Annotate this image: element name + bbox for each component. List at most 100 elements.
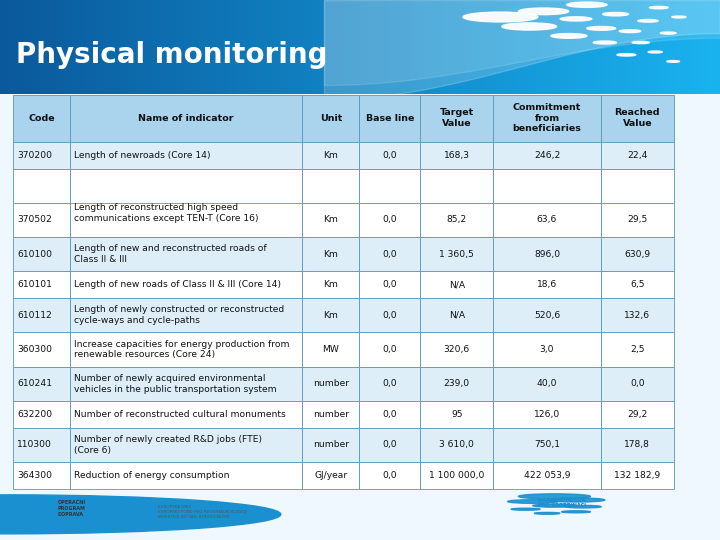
Text: Reduction of energy consumption: Reduction of energy consumption [74,471,230,480]
FancyBboxPatch shape [420,237,493,271]
FancyBboxPatch shape [302,428,359,462]
Circle shape [551,33,587,38]
Circle shape [672,16,686,18]
FancyBboxPatch shape [493,168,601,203]
Text: 95: 95 [451,410,462,418]
Text: 132,6: 132,6 [624,310,650,320]
FancyBboxPatch shape [493,203,601,237]
FancyBboxPatch shape [70,271,302,298]
Text: 85,2: 85,2 [446,215,467,225]
Text: Km: Km [323,215,338,225]
FancyBboxPatch shape [601,367,674,401]
Circle shape [518,494,590,499]
FancyBboxPatch shape [601,168,674,203]
Circle shape [463,12,538,22]
Text: Number of reconstructed cultural monuments: Number of reconstructed cultural monumen… [74,410,286,418]
FancyBboxPatch shape [359,428,420,462]
FancyBboxPatch shape [420,203,493,237]
Text: 360300: 360300 [17,345,52,354]
Text: 610112: 610112 [17,310,52,320]
Circle shape [587,26,616,30]
Text: Increase capacities for energy production from
renewable resources (Core 24): Increase capacities for energy productio… [74,340,289,359]
Text: 610241: 610241 [17,379,52,388]
FancyBboxPatch shape [70,203,302,237]
Circle shape [638,19,658,22]
FancyBboxPatch shape [601,271,674,298]
Text: EVROPSKÁ UNIE
EVROPSKÝ FOND PRO REGIONÁLNÍ ROZVOJ
INVESTICE DO VAŠÍ BUDOUCNOSTI: EVROPSKÁ UNIE EVROPSKÝ FOND PRO REGIONÁL… [158,505,247,519]
Circle shape [648,51,662,53]
Text: Km: Km [323,249,338,259]
FancyBboxPatch shape [601,428,674,462]
Circle shape [533,504,576,507]
Text: 0,0: 0,0 [382,310,397,320]
Circle shape [567,2,607,8]
FancyBboxPatch shape [13,428,70,462]
FancyBboxPatch shape [13,237,70,271]
FancyBboxPatch shape [13,401,70,428]
Circle shape [593,41,616,44]
Text: 63,6: 63,6 [537,215,557,225]
Text: 610100: 610100 [17,249,52,259]
FancyBboxPatch shape [359,298,420,333]
FancyBboxPatch shape [70,168,302,237]
FancyBboxPatch shape [359,168,420,203]
Text: 3,0: 3,0 [540,345,554,354]
FancyBboxPatch shape [302,203,359,237]
Text: 370200: 370200 [17,151,52,160]
Text: 0,0: 0,0 [382,151,397,160]
Circle shape [649,6,668,9]
Text: 632200: 632200 [17,410,53,418]
Text: 239,0: 239,0 [444,379,470,388]
FancyBboxPatch shape [13,142,70,168]
FancyBboxPatch shape [13,168,70,203]
Text: 422 053,9: 422 053,9 [524,471,570,480]
FancyBboxPatch shape [601,142,674,168]
Text: Length of new roads of Class II & III (Core 14): Length of new roads of Class II & III (C… [74,280,281,289]
FancyBboxPatch shape [13,271,70,298]
Text: 896,0: 896,0 [534,249,560,259]
Text: 370502: 370502 [17,215,52,225]
Text: Name of indicator: Name of indicator [138,113,234,123]
FancyBboxPatch shape [13,94,70,142]
FancyBboxPatch shape [70,298,302,333]
Circle shape [632,42,649,44]
Text: Km: Km [323,280,338,289]
Text: number: number [312,379,349,388]
FancyBboxPatch shape [359,271,420,298]
FancyBboxPatch shape [420,367,493,401]
Text: 320,6: 320,6 [444,345,470,354]
FancyBboxPatch shape [13,367,70,401]
FancyBboxPatch shape [601,333,674,367]
FancyBboxPatch shape [601,298,674,333]
FancyBboxPatch shape [420,142,493,168]
FancyBboxPatch shape [493,298,601,333]
FancyBboxPatch shape [493,462,601,489]
Text: Code: Code [28,113,55,123]
FancyBboxPatch shape [601,401,674,428]
FancyBboxPatch shape [420,401,493,428]
Circle shape [660,32,676,34]
Text: 246,2: 246,2 [534,151,560,160]
FancyBboxPatch shape [13,298,70,333]
FancyBboxPatch shape [420,94,493,142]
FancyBboxPatch shape [493,271,601,298]
Circle shape [562,511,590,513]
FancyBboxPatch shape [70,367,302,401]
Text: number: number [312,410,349,418]
FancyBboxPatch shape [601,94,674,142]
Text: 2,5: 2,5 [630,345,644,354]
Circle shape [547,498,605,502]
FancyBboxPatch shape [302,401,359,428]
Text: 0,0: 0,0 [382,345,397,354]
Circle shape [511,508,540,510]
Circle shape [565,505,601,508]
FancyBboxPatch shape [601,237,674,271]
Text: 0,0: 0,0 [382,249,397,259]
Text: Length of new and reconstructed roads of
Class II & III: Length of new and reconstructed roads of… [74,244,266,264]
Text: Physical monitoring: Physical monitoring [16,41,328,69]
Circle shape [560,17,592,21]
FancyBboxPatch shape [302,94,359,142]
FancyBboxPatch shape [70,94,302,142]
FancyBboxPatch shape [420,168,493,203]
Text: GJ/year: GJ/year [314,471,348,480]
